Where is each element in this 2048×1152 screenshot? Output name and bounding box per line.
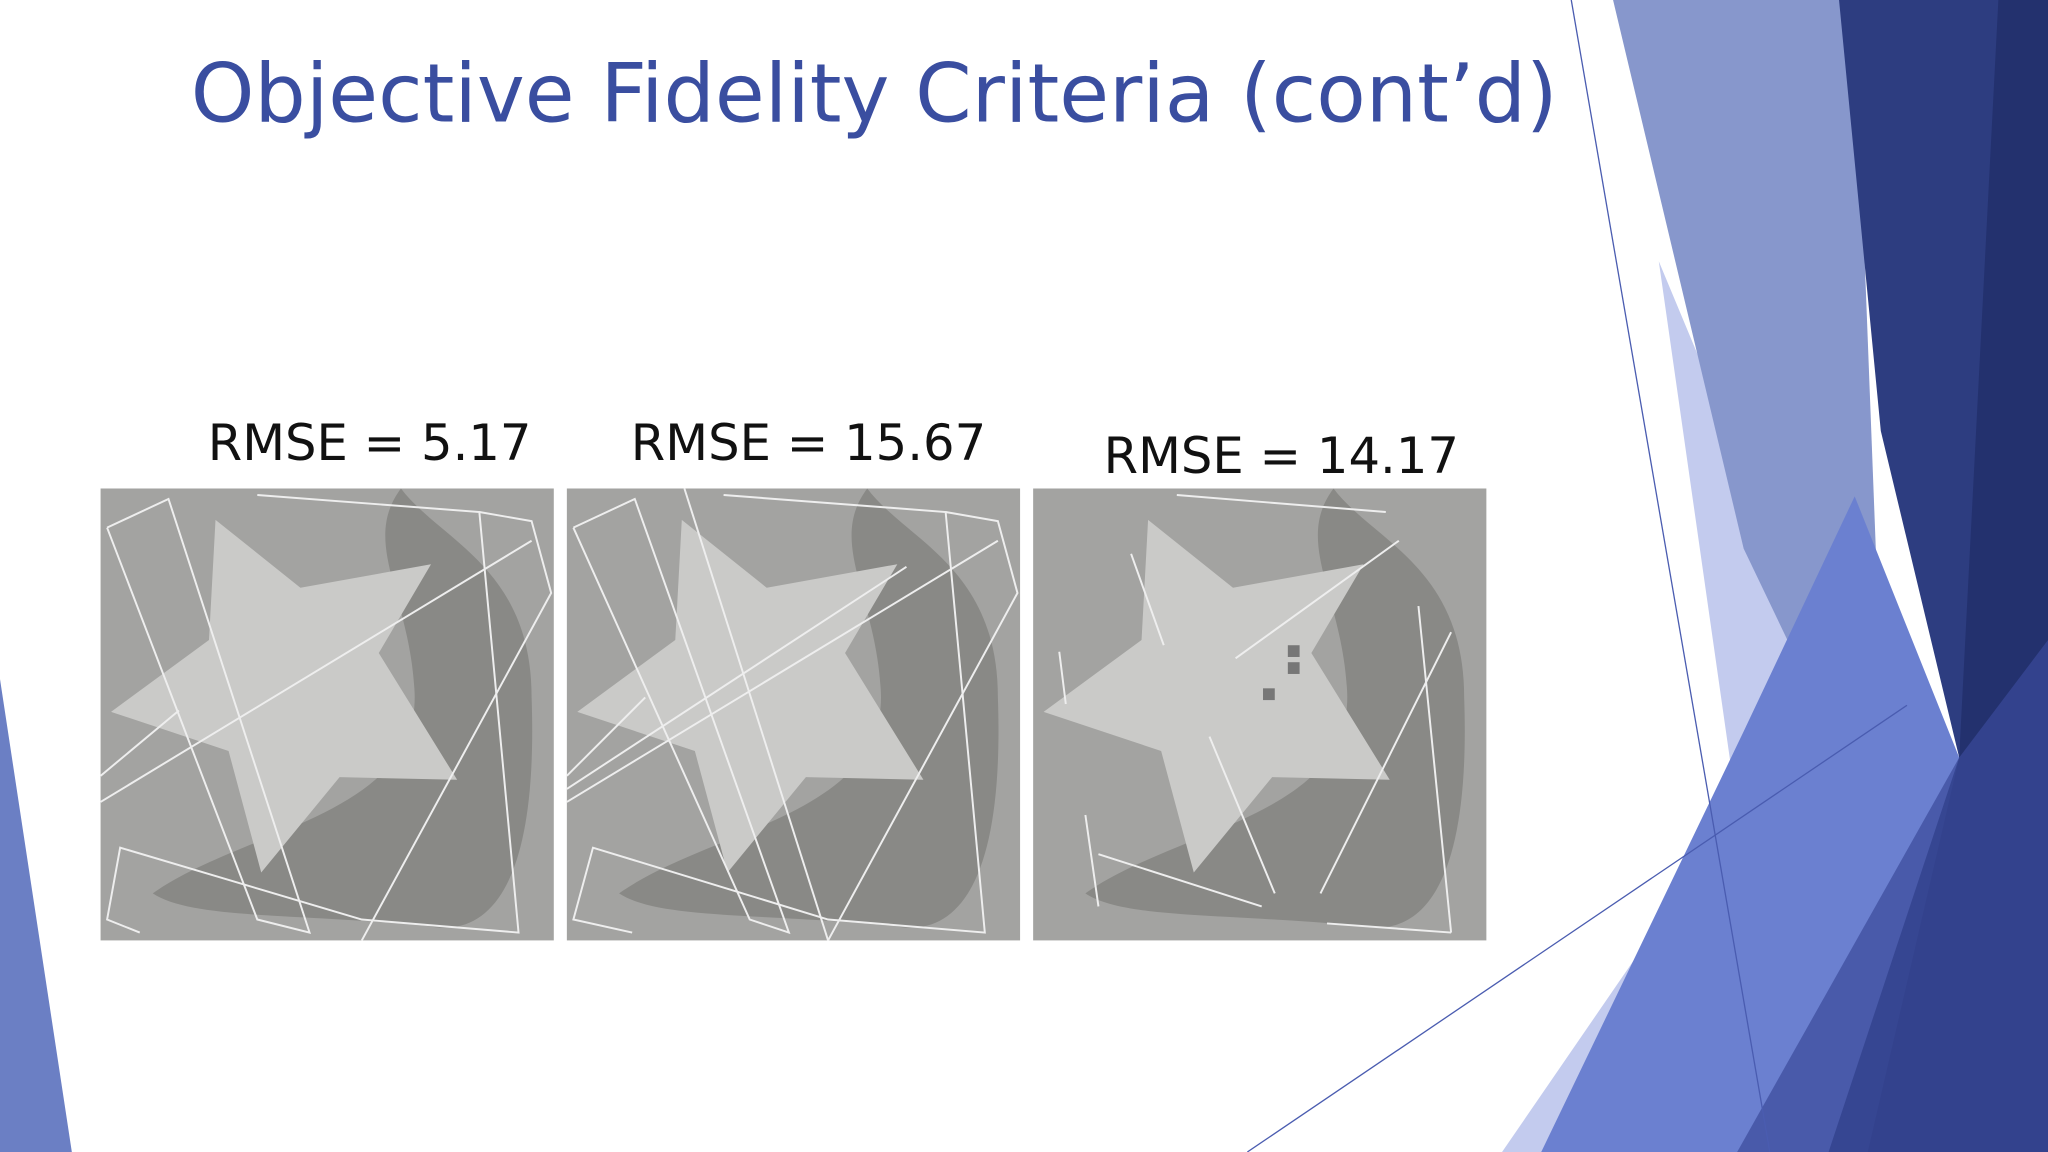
deco-line xyxy=(1246,704,1908,1152)
deco-shape xyxy=(1737,640,2048,1152)
slide-title: Objective Fidelity Criteria (cont’d) xyxy=(191,47,1558,141)
deco-line xyxy=(1570,0,1771,1152)
image-panel xyxy=(99,488,554,941)
panel-caption: RMSE = 14.17 xyxy=(1104,427,1459,485)
panel-caption: RMSE = 15.67 xyxy=(631,414,986,472)
image-panel xyxy=(1033,488,1487,941)
panel-caption: RMSE = 5.17 xyxy=(208,414,532,472)
left-wedge xyxy=(0,679,72,1152)
image-panel xyxy=(566,488,1021,941)
